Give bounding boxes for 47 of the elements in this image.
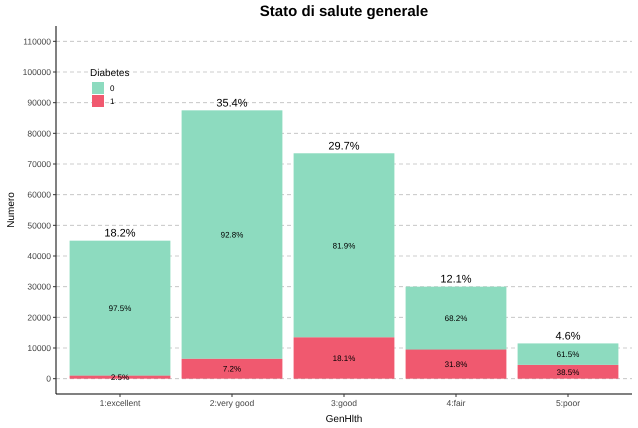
annotation: 92.8% bbox=[220, 230, 244, 240]
annotation: 35.4% bbox=[216, 97, 248, 110]
annotation: 31.8% bbox=[444, 360, 468, 370]
y-tick-label: 40000 bbox=[27, 251, 52, 261]
bar bbox=[518, 343, 618, 365]
annotation: 29.7% bbox=[328, 140, 360, 152]
annotation: 12.1% bbox=[440, 274, 472, 286]
bar bbox=[182, 110, 282, 359]
bar bbox=[294, 337, 394, 379]
x-tick-label: 2:very good bbox=[210, 398, 254, 408]
y-tick-label: 30000 bbox=[27, 282, 52, 292]
y-axis-title: Numero bbox=[6, 192, 17, 228]
bar bbox=[406, 286, 506, 350]
bar bbox=[518, 364, 618, 379]
annotation: 4.6% bbox=[555, 330, 581, 342]
bar bbox=[182, 358, 282, 379]
annotation: 81.9% bbox=[332, 241, 356, 250]
annotation: 38.5% bbox=[556, 368, 580, 377]
x-tick-label: 4:fair bbox=[446, 398, 466, 408]
bar bbox=[70, 376, 170, 379]
y-tick-label: 10000 bbox=[27, 343, 52, 353]
y-tick-label: 0 bbox=[46, 374, 52, 384]
y-tick-label: 20000 bbox=[27, 312, 52, 322]
annotation: 68.2% bbox=[444, 314, 468, 324]
x-tick-label: 1:excellent bbox=[100, 398, 141, 408]
bar bbox=[294, 153, 394, 338]
annotation: 61.5% bbox=[556, 350, 580, 360]
x-tick-label: 3:good bbox=[331, 398, 358, 408]
y-tick-label: 100000 bbox=[22, 67, 52, 77]
y-tick-label: 80000 bbox=[27, 128, 52, 138]
y-tick-label: 60000 bbox=[27, 190, 52, 200]
annotation: 18.2% bbox=[104, 228, 136, 240]
bar bbox=[70, 240, 170, 376]
chart-title: Stato di salute generale bbox=[260, 3, 428, 20]
x-axis-title: GenHlth bbox=[326, 414, 362, 425]
bar bbox=[406, 350, 506, 379]
legend-label: 1 bbox=[110, 97, 115, 106]
annotation: 97.5% bbox=[108, 304, 132, 314]
y-tick-label: 70000 bbox=[27, 159, 52, 169]
y-tick-label: 110000 bbox=[23, 36, 52, 46]
legend-label: 0 bbox=[110, 84, 115, 93]
legend-title: Diabetes bbox=[90, 68, 130, 79]
y-tick-label: 50000 bbox=[27, 220, 52, 230]
y-tick-label: 90000 bbox=[27, 98, 52, 108]
annotation: 7.2% bbox=[222, 364, 242, 374]
annotation: 18.1% bbox=[332, 354, 356, 363]
x-tick-label: 5:poor bbox=[556, 398, 580, 408]
